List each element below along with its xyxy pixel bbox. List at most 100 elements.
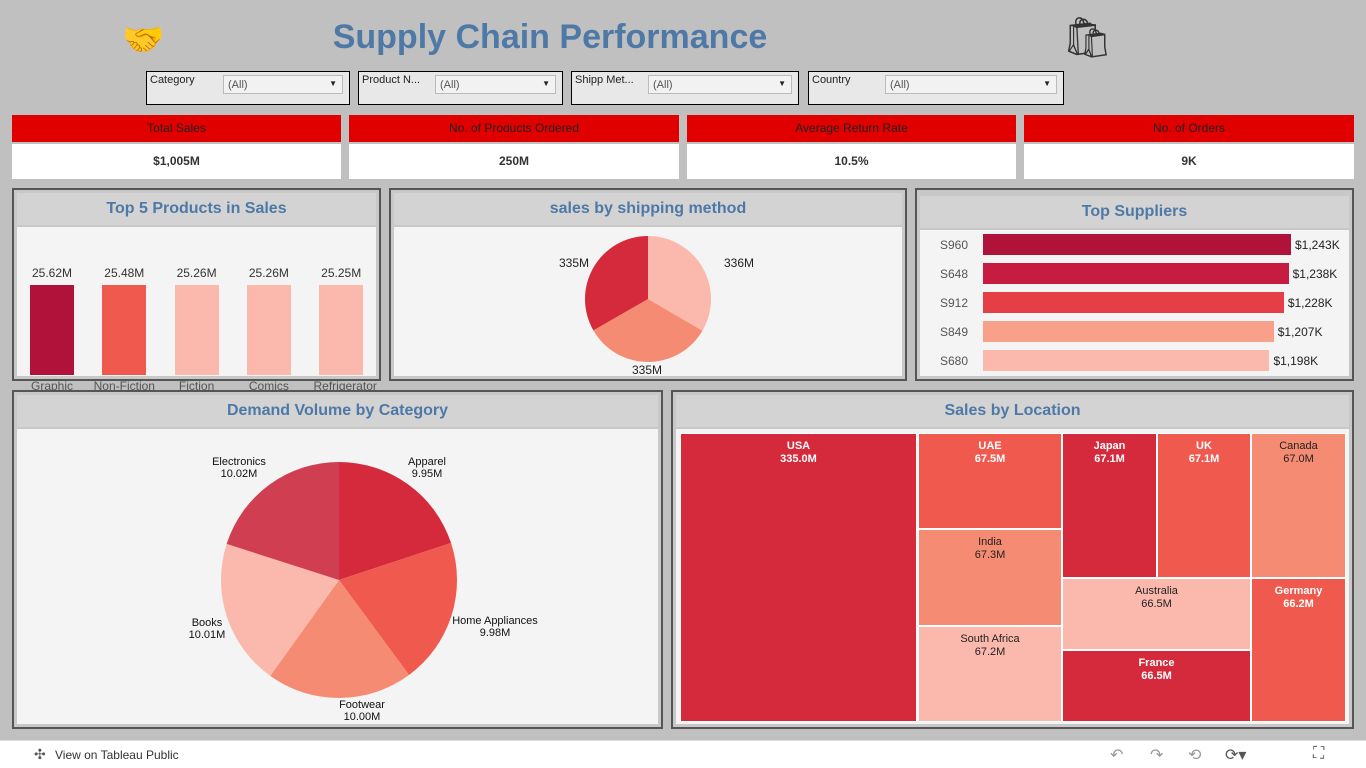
kpi-label: No. of Products Ordered xyxy=(349,115,679,142)
fullscreen-icon[interactable]: ⛶ xyxy=(1313,745,1325,762)
pie-label: Books 10.01M xyxy=(188,617,226,641)
filter-label: Country xyxy=(812,74,851,86)
bar[interactable] xyxy=(246,285,291,375)
supplier-label: S960 xyxy=(940,238,969,252)
revert-icon[interactable]: ⟲ xyxy=(1188,747,1202,764)
treemap-cell[interactable]: Japan 67.1M xyxy=(1062,433,1157,578)
pie-label: 335M xyxy=(632,363,662,377)
bar[interactable] xyxy=(102,285,147,375)
filter-dropdown[interactable]: (All) ▼ xyxy=(435,75,556,94)
bar-value-label: 25.62M xyxy=(31,266,73,280)
chevron-down-icon: ▼ xyxy=(329,79,337,88)
bar-value-label: $1,228K xyxy=(1287,296,1333,310)
pie-label: Footwear 10.00M xyxy=(339,699,385,723)
tableau-icon: ✣ xyxy=(34,746,46,762)
bar[interactable] xyxy=(983,350,1270,371)
pie-slice[interactable] xyxy=(221,543,339,676)
supplier-label: S648 xyxy=(940,267,969,281)
filter-label: Category xyxy=(150,74,195,86)
kpi-value: 10.5% xyxy=(687,144,1016,179)
view-on-tableau-link[interactable]: View on Tableau Public xyxy=(55,748,179,762)
treemap-cell[interactable]: South Africa 67.2M xyxy=(918,626,1062,722)
bar[interactable] xyxy=(174,285,219,375)
bar-value-label: $1,243K xyxy=(1295,238,1340,252)
redo-icon[interactable]: ↷ xyxy=(1150,747,1164,764)
treemap-cell[interactable]: Germany 66.2M xyxy=(1251,578,1346,722)
treemap-cell[interactable]: India 67.3M xyxy=(918,529,1062,626)
supplier-label: S849 xyxy=(940,325,969,339)
treemap-cell[interactable]: USA 335.0M xyxy=(680,433,917,722)
chevron-down-icon: ▼ xyxy=(778,79,786,88)
kpi-label: No. of Orders xyxy=(1024,115,1354,142)
kpi-value: 250M xyxy=(349,144,679,179)
bar-value-label: 25.25M xyxy=(321,266,362,280)
filter-dropdown[interactable]: (All) ▼ xyxy=(885,75,1057,94)
pie-slice[interactable] xyxy=(585,236,648,331)
pie-slice[interactable] xyxy=(270,580,410,698)
bar-value-label: 25.48M xyxy=(104,266,145,280)
bar-category-label: Fiction xyxy=(178,379,215,393)
filter-1: Product N... (All) ▼ xyxy=(358,71,563,105)
treemap-cell[interactable]: Canada 67.0M xyxy=(1251,433,1346,578)
location-panel: Sales by Location USA 335.0M UAE 67.5M India… xyxy=(671,390,1354,729)
pie-label: 336M xyxy=(724,256,754,270)
pie-slice[interactable] xyxy=(648,236,711,331)
pie-slice[interactable] xyxy=(339,542,457,675)
panel-title: sales by shipping method xyxy=(394,193,902,225)
pie-label: Electronics 10.02M xyxy=(212,456,266,480)
kpi-card: No. of Orders 9K xyxy=(1024,115,1354,180)
pie-slice[interactable] xyxy=(593,299,703,362)
bar[interactable] xyxy=(983,234,1291,255)
filter-label: Product N... xyxy=(362,74,421,86)
shopping-bags-icon: 🛍 xyxy=(1062,16,1113,60)
treemap-cell[interactable]: France 66.5M xyxy=(1062,650,1251,722)
bar[interactable] xyxy=(983,321,1274,342)
supplier-label: S912 xyxy=(940,296,969,310)
kpi-card: No. of Products Ordered 250M xyxy=(349,115,679,180)
bar-category-label: Comics xyxy=(248,379,289,393)
filter-3: Country (All) ▼ xyxy=(808,71,1064,105)
supplier-label: S680 xyxy=(940,354,969,368)
filter-2: Shipp Met... (All) ▼ xyxy=(571,71,799,105)
pie-slice[interactable] xyxy=(226,462,339,580)
shipping-pie: 336M 335M 335M xyxy=(559,236,754,377)
bar-value-label: 25.26M xyxy=(176,266,217,280)
panel-title: Demand Volume by Category xyxy=(17,395,658,427)
chevron-down-icon: ▼ xyxy=(542,79,550,88)
undo-icon[interactable]: ↶ xyxy=(1110,747,1124,764)
filter-dropdown[interactable]: (All) ▼ xyxy=(648,75,792,94)
kpi-label: Average Return Rate xyxy=(687,115,1016,142)
panel-title: Sales by Location xyxy=(676,395,1349,427)
filter-dropdown[interactable]: (All) ▼ xyxy=(223,75,343,94)
pie-slice[interactable] xyxy=(339,462,452,580)
shipping-panel: sales by shipping method 336M 335M 335M xyxy=(389,188,907,381)
treemap-cell[interactable]: Australia 66.5M xyxy=(1062,578,1251,650)
kpi-card: Average Return Rate 10.5% xyxy=(687,115,1016,180)
page-title: Supply Chain Performance xyxy=(332,18,768,56)
demand-panel: Demand Volume by Category Apparel 9.95M Ho… xyxy=(12,390,663,729)
handshake-icon: 🤝 xyxy=(122,21,165,59)
filter-0: Category (All) ▼ xyxy=(146,71,350,105)
bar-category-label: Non-Fiction xyxy=(93,379,155,393)
bar-value-label: $1,198K xyxy=(1273,354,1319,368)
kpi-value: 9K xyxy=(1024,144,1354,179)
pie-label: Home Appliances 9.98M xyxy=(452,615,538,639)
refresh-icon[interactable]: ⟳▾ xyxy=(1225,747,1247,764)
pie-label: 335M xyxy=(559,256,589,270)
panel-title: Top Suppliers xyxy=(920,196,1349,228)
bar-value-label: 25.26M xyxy=(248,266,289,280)
bar-value-label: $1,207K xyxy=(1277,325,1323,339)
bar[interactable] xyxy=(319,285,364,375)
pie-label: Apparel 9.95M xyxy=(408,456,446,480)
bar[interactable] xyxy=(30,285,74,375)
treemap-cell[interactable]: UAE 67.5M xyxy=(918,433,1062,529)
footer-bar: ✣ View on Tableau Public ↶ ↷ ⟲ ⟳▾ ⛶ xyxy=(0,740,1366,768)
panel-title: Top 5 Products in Sales xyxy=(17,193,376,225)
treemap-cell[interactable]: UK 67.1M xyxy=(1157,433,1251,578)
bar-category-label: Refrigerator xyxy=(313,379,377,393)
bar[interactable] xyxy=(983,263,1289,284)
bar-value-label: $1,238K xyxy=(1292,267,1338,281)
filter-label: Shipp Met... xyxy=(575,74,634,86)
bar[interactable] xyxy=(983,292,1284,313)
